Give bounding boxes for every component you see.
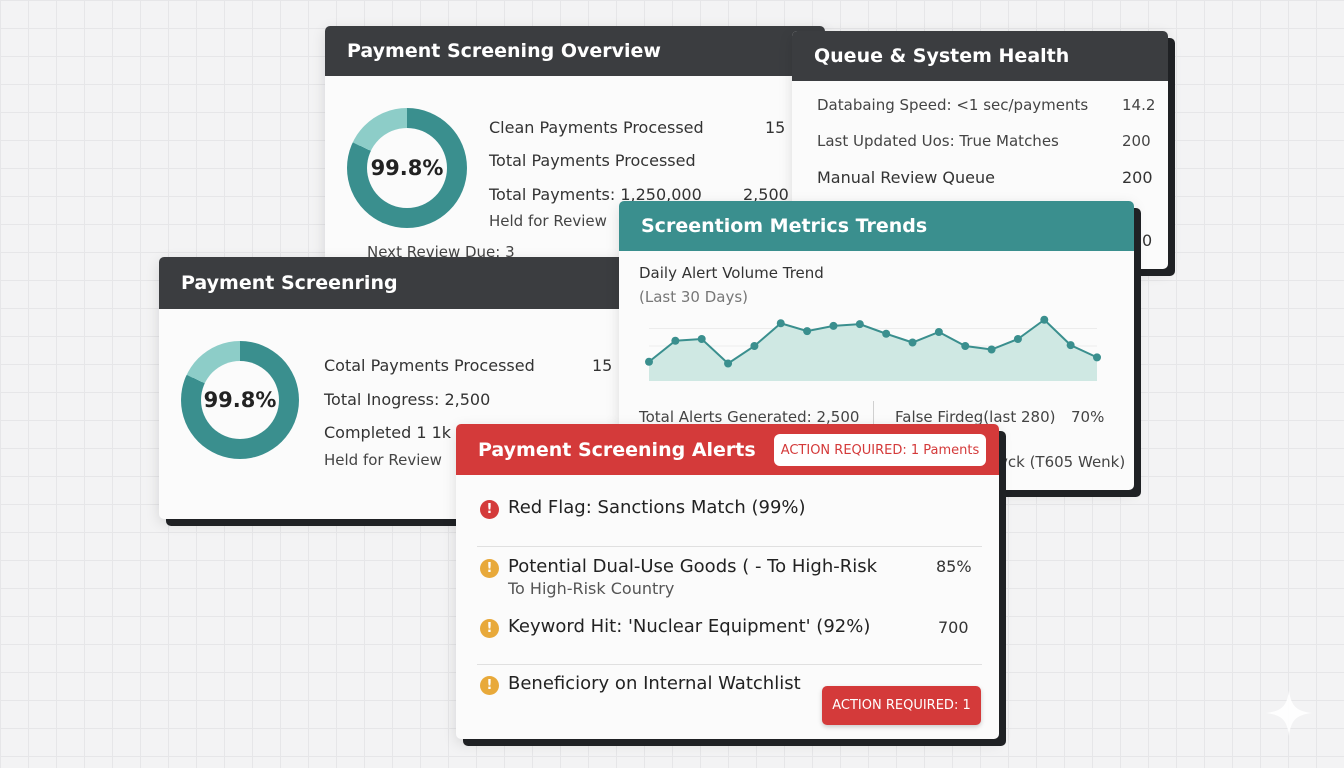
trends-title: Screentiom Metrics Trends [641,215,928,237]
chart-point [961,342,970,350]
overview-next-review: Next Review Due: 3 [367,243,515,261]
alert-item-text[interactable]: Keyword Hit: 'Nuclear Equipment' (92%) [508,616,871,637]
alert-icon-red: ! [480,500,499,519]
action-required-button-label: ACTION REQUIRED: 1 [832,698,971,713]
chart-point [987,345,996,354]
chart-point [1093,353,1101,362]
chart-point [750,342,759,350]
queue-header: Queue & System Health [792,31,1168,81]
alert-item-text[interactable]: Potential Dual-Use Goods ( - To High-Ris… [508,556,878,577]
screening-row-label: Total Inogress: 2,500 [324,390,491,409]
chart-point [908,338,917,347]
chart-point [1066,341,1075,350]
header-action-badge[interactable]: ACTION REQUIRED: 1 Paments [774,434,986,466]
screening-donut-label: 99.8% [201,361,279,439]
alert-divider [477,664,982,665]
chart-point [724,359,733,368]
alerts-title: Payment Screening Alerts [478,438,756,461]
alert-icon-warning: ! [480,619,499,638]
alert-item-value: 700 [938,618,969,637]
overview-donut: 99.8% [347,108,467,228]
overview-row-label: Total Payments Processed [489,151,696,170]
false-flag-label: False Firdeg(last 280) [895,408,1056,426]
alert-item-value: 85% [936,557,972,576]
screening-title: Payment Screenring [181,272,398,294]
alert-item-subtext: To High-Risk Country [508,579,675,598]
screening-row-value: 15 [592,356,613,375]
overview-row-label: Total Payments: 1,250,000 [489,185,702,204]
chart-point [934,328,943,336]
chart-title: Daily Alert Volume Trend [639,264,824,282]
alert-icon-warning: ! [480,676,499,695]
chart-point [829,321,838,330]
overview-donut-label: 99.8% [367,128,447,208]
overview-card: Payment Screening Overview 99.8% Clean P… [325,26,825,266]
screening-donut: 99.8% [181,341,299,459]
false-flag-value: 70% [1071,408,1105,426]
chart-series-line [648,318,1098,365]
chart-point [1013,335,1022,343]
trends-header: Screentiom Metrics Trends [619,201,1134,251]
chart-point [671,336,680,345]
total-alerts-label: Total Alerts Generated: 2,500 [639,408,860,426]
overview-held-label: Held for Review [489,212,607,230]
chart-point [1040,315,1049,324]
chart-point [882,329,891,338]
sparkle-icon [1266,690,1312,736]
chart-point [697,335,706,343]
chart-point [645,357,653,366]
alerts-card: Payment Screening Alerts ACTION REQUIRED… [456,424,999,739]
queue-row-value: 200 [1122,168,1153,187]
overview-row-label: Clean Payments Processed [489,118,704,137]
queue-row-value: 200 [1122,132,1151,150]
header-action-badge-label: ACTION REQUIRED: 1 Paments [780,442,980,458]
chart-subtitle: (Last 30 Days) [639,288,749,306]
queue-row-label: Manual Review Queue [817,168,995,187]
chart-area-fill [649,319,1097,381]
queue-hidden-value: 0 [1142,231,1153,250]
overview-row-value: 15 [765,118,786,137]
action-required-button[interactable]: ACTION REQUIRED: 1 [822,686,981,725]
chart-point [776,319,785,328]
alert-divider [477,546,982,547]
queue-row-label: Last Updated Uos: True Matches [817,132,1059,150]
screening-row-label: Cotal Payments Processed [324,356,535,375]
alert-icon-warning: ! [480,559,499,578]
chart-point [803,327,812,336]
metric-divider [873,401,874,429]
screening-row-label: Completed 1 1k 8 [324,423,467,442]
queue-row-label: Databaing Speed: <1 sec/payments [817,96,1089,114]
queue-row-value: 14.2 [1122,96,1156,114]
alert-item-text[interactable]: Beneficiory on Internal Watchlist [508,673,801,694]
queue-title: Queue & System Health [814,45,1070,67]
trailing-metric-label: vck (T605 Wenk) [999,453,1126,471]
alert-item-text[interactable]: Red Flag: Sanctions Match (99%) [508,497,806,518]
screening-header: Payment Screenring [159,257,639,309]
overview-header: Payment Screening Overview [325,26,825,76]
screening-held-label: Held for Review [324,451,442,469]
chart-point [855,320,864,329]
overview-row-value: 2,500 [743,185,789,204]
overview-title: Payment Screening Overview [347,40,661,62]
trend-chart [645,315,1101,381]
